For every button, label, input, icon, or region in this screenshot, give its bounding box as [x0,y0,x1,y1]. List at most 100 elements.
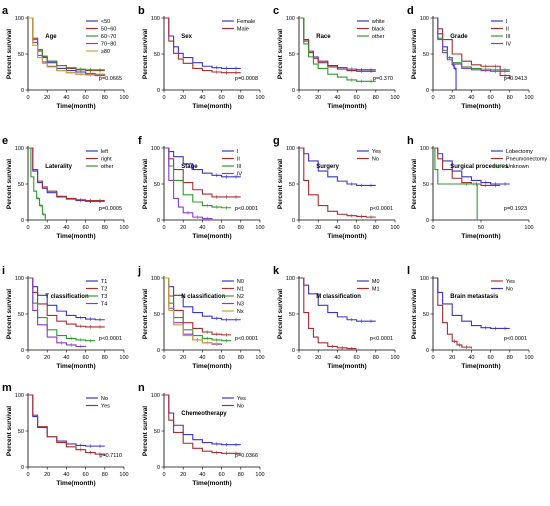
y-tick-label: 50 [423,182,429,188]
series-line-3 [433,17,510,71]
p-value: p<0.0001 [504,336,527,342]
x-tick-label: 80 [238,225,244,231]
series-line-4 [164,147,213,220]
legend-label: black [372,27,385,33]
panel-letter: d [407,5,414,17]
legend-label: white [371,19,385,25]
x-tick-label: 60 [219,472,225,478]
legend-label: T4 [101,302,107,308]
x-tick-label: 20 [180,225,186,231]
panel-letter: m [2,382,12,394]
p-value: p=0.0008 [235,76,258,82]
legend-title: Brain metastasis [450,294,499,300]
legend-label: Female [237,19,255,25]
y-tick-label: 100 [286,276,295,282]
panel-letter: j [137,265,141,277]
series-line-1 [164,17,241,69]
x-tick-label: 0 [26,95,29,101]
x-tick-label: 40 [63,225,69,231]
y-tick-label: 0 [21,218,24,224]
panel-letter: n [138,382,145,394]
x-tick-label: 20 [44,472,50,478]
series-line-2 [164,394,241,454]
legend-label: 60~70 [101,34,116,40]
y-axis-title: Percent survival [6,406,13,456]
legend-label: T1 [101,279,107,285]
x-tick-label: 20 [449,95,455,101]
x-axis-title: Time(month) [461,103,500,110]
series-line-2 [28,277,105,328]
x-tick-label: 60 [354,225,360,231]
y-tick-label: 50 [423,52,429,58]
y-tick-label: 100 [15,393,24,399]
y-tick-label: 0 [21,348,24,354]
p-value: p=0.0366 [235,453,258,459]
series-line-5 [164,277,222,345]
y-tick-label: 100 [15,16,24,22]
x-axis-title: Time(month) [56,233,95,240]
x-tick-label: 80 [238,95,244,101]
legend-label: Pneumonectomy [506,157,548,163]
series-line-1 [433,147,510,185]
x-tick-label: 60 [219,95,225,101]
x-tick-label: 40 [63,95,69,101]
y-tick-label: 0 [426,348,429,354]
panel-j: j 0 50 100 0 20 40 60 80 100 Time(month) Percent su… [137,265,265,370]
x-tick-label: 40 [334,355,340,361]
x-tick-label: 0 [431,95,434,101]
x-axis-title: Time(month) [192,233,231,240]
x-tick-label: 80 [102,355,108,361]
x-tick-label: 80 [238,355,244,361]
x-tick-label: 80 [102,225,108,231]
x-tick-label: 20 [180,472,186,478]
series-line-2 [164,17,241,74]
y-axis-title: Percent survival [142,29,149,79]
p-value: p=0.0005 [99,206,122,212]
y-tick-label: 0 [157,88,160,94]
x-axis-title: Time(month) [56,480,95,487]
legend-title: M classification [316,294,361,300]
x-tick-label: 0 [297,225,300,231]
x-tick-label: 60 [83,355,89,361]
p-value: p<0.0001 [370,336,393,342]
series-line-2 [299,147,376,218]
p-value: p=0.9413 [504,76,527,82]
panel-letter: h [407,135,414,147]
y-tick-label: 50 [154,182,160,188]
series-line-2 [299,277,357,350]
y-tick-label: 0 [157,465,160,471]
legend-label: No [101,396,108,402]
panel-a: a 0 50 100 0 20 40 60 80 100 Time(month) Percent su… [2,5,129,110]
x-axis-title: Time(month) [56,363,95,370]
series-line-2 [433,147,501,186]
series-line-4 [433,17,510,72]
series-line-4 [28,277,87,348]
legend-title: Sex [181,34,192,40]
legend-label: Male [237,27,249,33]
x-axis-title: Time(month) [327,103,366,110]
panel-letter: b [138,5,145,17]
legend-title: Laterality [45,164,72,170]
x-tick-label: 0 [297,355,300,361]
legend-label: T2 [101,287,107,293]
x-tick-label: 0 [297,95,300,101]
y-tick-label: 0 [292,218,295,224]
y-tick-label: 100 [151,276,160,282]
series-line-2 [299,17,376,72]
x-tick-label: 20 [449,355,455,361]
x-tick-label: 0 [26,355,29,361]
p-value: p=0.1923 [504,206,527,212]
x-tick-label: 0 [431,225,434,231]
panel-letter: c [273,5,279,17]
series-line-1 [28,277,105,321]
panel-g: g 0 50 100 0 20 40 60 80 100 Time(month) Percent su… [273,135,400,240]
series-line-1 [299,17,376,71]
x-axis-title: Time(month) [192,103,231,110]
legend-label: 50~60 [101,27,116,33]
x-tick-label: 20 [180,95,186,101]
x-tick-label: 20 [44,355,50,361]
legend-label: 70~80 [101,42,116,48]
y-tick-label: 100 [151,146,160,152]
x-tick-label: 100 [119,355,128,361]
